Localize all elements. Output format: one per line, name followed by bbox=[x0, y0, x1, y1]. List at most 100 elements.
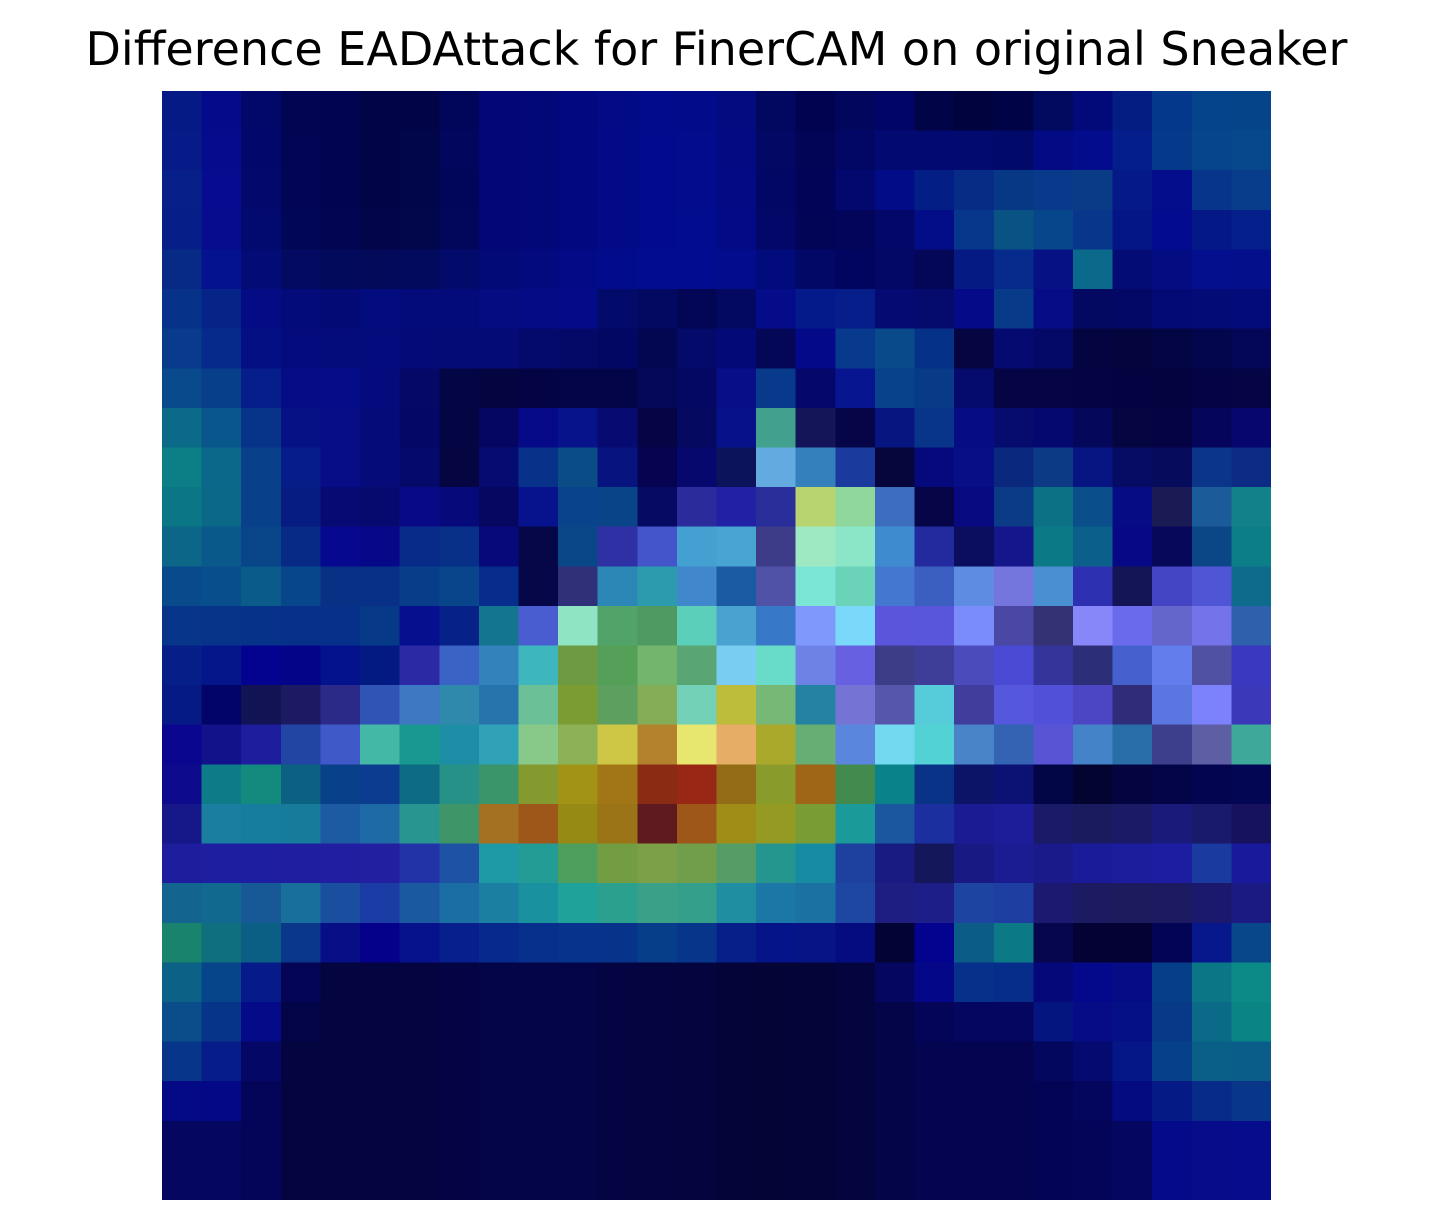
heatmap-cell bbox=[558, 843, 599, 884]
heatmap-cell bbox=[1231, 328, 1271, 370]
heatmap-cell bbox=[716, 1160, 757, 1200]
heatmap-cell bbox=[1152, 289, 1193, 330]
heatmap-cell bbox=[1072, 764, 1114, 805]
heatmap-cell bbox=[320, 645, 361, 686]
heatmap-cell bbox=[399, 526, 441, 568]
heatmap-cell bbox=[439, 962, 480, 1003]
heatmap-cell bbox=[162, 764, 203, 805]
heatmap-cell bbox=[637, 1001, 678, 1043]
heatmap-cell bbox=[993, 1160, 1035, 1200]
heatmap-cell bbox=[637, 843, 678, 884]
heatmap-cell bbox=[637, 209, 678, 251]
heatmap-cell bbox=[1152, 526, 1193, 568]
heatmap-cell bbox=[1033, 1081, 1074, 1122]
heatmap-cell bbox=[518, 962, 559, 1003]
heatmap-cell bbox=[162, 1120, 203, 1162]
heatmap-cell bbox=[1033, 407, 1074, 449]
heatmap-cell bbox=[1112, 1041, 1153, 1082]
heatmap-cell bbox=[558, 803, 599, 845]
heatmap-cell bbox=[795, 1120, 837, 1162]
heatmap-cell bbox=[1231, 526, 1271, 568]
heatmap-cell bbox=[795, 249, 837, 290]
heatmap-cell bbox=[1072, 447, 1114, 488]
heatmap-cell bbox=[835, 883, 876, 924]
heatmap-cell bbox=[241, 249, 282, 290]
heatmap-cell bbox=[162, 328, 203, 370]
heatmap-cell bbox=[320, 289, 361, 330]
heatmap-cell bbox=[597, 1081, 639, 1122]
heatmap-cell bbox=[993, 1041, 1035, 1082]
heatmap-cell bbox=[1033, 289, 1074, 330]
heatmap-cell bbox=[399, 170, 441, 211]
heatmap-cell bbox=[241, 289, 282, 330]
heatmap-cell bbox=[597, 764, 639, 805]
heatmap-cell bbox=[162, 1081, 203, 1122]
heatmap-cell bbox=[1231, 487, 1271, 528]
heatmap-cell bbox=[637, 487, 678, 528]
heatmap-cell bbox=[1112, 249, 1153, 290]
heatmap-cell bbox=[1112, 566, 1153, 607]
heatmap-cell bbox=[756, 170, 797, 211]
heatmap-cell bbox=[1191, 1081, 1233, 1122]
heatmap-cell bbox=[835, 487, 876, 528]
heatmap-cell bbox=[241, 130, 282, 172]
heatmap-cell bbox=[676, 289, 718, 330]
heatmap-cell bbox=[597, 843, 639, 884]
heatmap-cell bbox=[835, 170, 876, 211]
heatmap-cell bbox=[756, 487, 797, 528]
heatmap-svg bbox=[162, 91, 1271, 1200]
heatmap-cell bbox=[637, 922, 678, 964]
heatmap-cell bbox=[676, 685, 718, 726]
heatmap-cell bbox=[835, 91, 876, 132]
heatmap-cell bbox=[637, 526, 678, 568]
heatmap-cell bbox=[439, 289, 480, 330]
heatmap-cell bbox=[201, 645, 243, 686]
heatmap-cell bbox=[399, 843, 441, 884]
heatmap-cell bbox=[874, 922, 916, 964]
heatmap-cell bbox=[716, 685, 757, 726]
heatmap-cell bbox=[399, 685, 441, 726]
heatmap-cell bbox=[716, 407, 757, 449]
heatmap-cell bbox=[676, 130, 718, 172]
heatmap-cell bbox=[954, 368, 995, 409]
heatmap-cell bbox=[439, 328, 480, 370]
heatmap-cell bbox=[756, 962, 797, 1003]
heatmap-cell bbox=[954, 487, 995, 528]
heatmap-cell bbox=[795, 566, 837, 607]
heatmap-cell bbox=[1072, 526, 1114, 568]
heatmap-cell bbox=[478, 764, 520, 805]
heatmap-cell bbox=[1231, 130, 1271, 172]
heatmap-cell bbox=[756, 605, 797, 647]
heatmap-cell bbox=[558, 566, 599, 607]
heatmap-cell bbox=[954, 91, 995, 132]
heatmap-cell bbox=[874, 1041, 916, 1082]
heatmap-cell bbox=[676, 526, 718, 568]
heatmap-cell bbox=[914, 566, 955, 607]
heatmap-cell bbox=[1231, 566, 1271, 607]
heatmap-cell bbox=[162, 170, 203, 211]
heatmap-cell bbox=[320, 170, 361, 211]
heatmap-cell bbox=[993, 91, 1035, 132]
heatmap-cell bbox=[478, 328, 520, 370]
heatmap-cell bbox=[716, 368, 757, 409]
heatmap-cell bbox=[1152, 803, 1193, 845]
heatmap-cell bbox=[756, 724, 797, 766]
heatmap-cell bbox=[1152, 566, 1193, 607]
heatmap-cell bbox=[518, 1081, 559, 1122]
heatmap-cell bbox=[320, 724, 361, 766]
heatmap-cell bbox=[241, 526, 282, 568]
heatmap-cell bbox=[1152, 447, 1193, 488]
heatmap-cell bbox=[954, 764, 995, 805]
heatmap-cell bbox=[597, 526, 639, 568]
heatmap-cell bbox=[201, 130, 243, 172]
heatmap-cell bbox=[1112, 962, 1153, 1003]
heatmap-cell bbox=[637, 962, 678, 1003]
heatmap-cell bbox=[1072, 1120, 1114, 1162]
heatmap-cell bbox=[478, 526, 520, 568]
heatmap-cell bbox=[478, 962, 520, 1003]
heatmap-cell bbox=[874, 843, 916, 884]
heatmap-cell bbox=[241, 1120, 282, 1162]
heatmap-cell bbox=[280, 566, 322, 607]
heatmap-cell bbox=[716, 328, 757, 370]
heatmap-cell bbox=[1072, 645, 1114, 686]
